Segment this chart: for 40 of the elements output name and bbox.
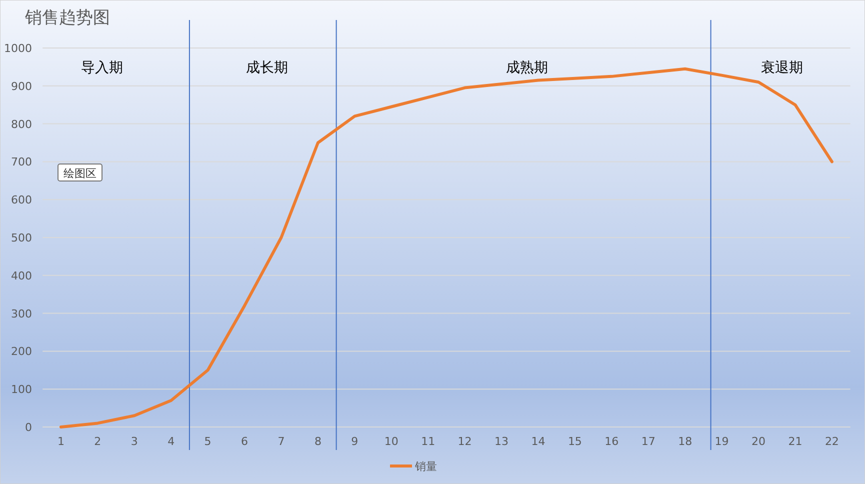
x-tick-label: 15 [568,435,582,448]
y-tick-label: 100 [11,383,32,396]
x-tick-label: 22 [824,435,839,448]
x-tick-label: 20 [752,435,766,448]
x-tick-label: 3 [130,435,138,448]
y-tick-label: 1000 [4,42,32,55]
x-tick-label: 9 [351,435,358,448]
y-tick-label: 600 [11,194,32,207]
x-tick-label: 6 [241,435,248,448]
y-tick-label: 300 [11,307,32,320]
annotation: 成长期 [246,60,288,76]
y-tick-label: 500 [11,232,32,244]
x-tick-label: 1 [57,435,64,448]
y-tick-label: 900 [11,80,32,93]
x-tick-label: 12 [458,435,472,448]
x-tick-label: 7 [278,435,285,448]
y-tick-label: 200 [11,345,32,358]
y-tick-label: 700 [11,156,32,169]
y-tick-label: 800 [11,118,32,131]
x-tick-label: 17 [641,435,656,448]
x-tick-label: 19 [714,435,729,448]
x-tick-label: 14 [531,435,546,448]
x-tick-label: 4 [168,435,175,448]
x-tick-label: 13 [494,435,509,448]
annotation: 成熟期 [506,60,548,76]
x-tick-label: 18 [678,435,692,448]
annotation: 导入期 [81,60,123,76]
chart-title: 销售趋势图 [24,8,110,28]
y-tick-label: 400 [11,269,32,282]
y-tick-label: 0 [25,421,32,434]
x-tick-label: 5 [204,435,212,448]
annotation: 衰退期 [761,60,803,76]
x-tick-label: 11 [421,435,436,448]
x-tick-label: 10 [384,435,398,448]
annotation: 绘图区 [64,167,96,180]
x-tick-label: 2 [94,435,102,448]
legend-label: 销量 [414,460,437,473]
x-tick-label: 16 [604,435,619,448]
x-tick-label: 8 [314,435,322,448]
x-tick-label: 21 [788,435,802,448]
